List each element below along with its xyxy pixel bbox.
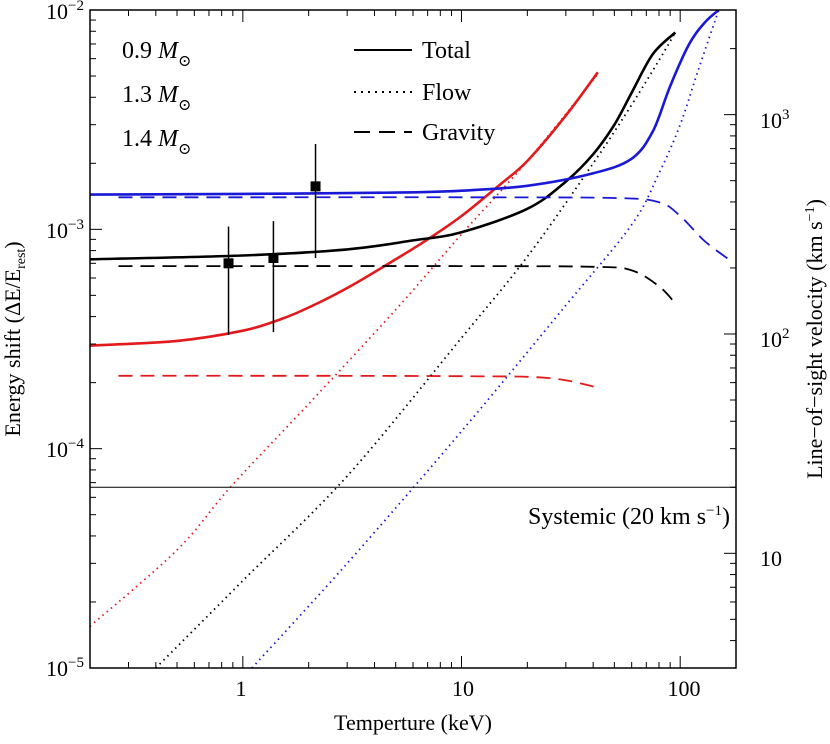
y2tick-label-100: 102 [760, 326, 790, 352]
series-1-3-gravity [118, 265, 676, 304]
legend-label-gravity: Gravity [422, 120, 495, 146]
series-0-9-total [90, 71, 599, 347]
y2-axis-label: Line−of−sight velocity (km s−1) [802, 199, 827, 479]
data-points [223, 143, 321, 335]
legend-mass-1.4: 1.4 M⊙ [122, 126, 191, 158]
series-layer [90, 10, 732, 668]
series-1-3-total [90, 31, 677, 261]
legend-mass-0.9: 0.9 M⊙ [122, 38, 191, 70]
data-point-2 [268, 253, 279, 264]
y2tick-label-10: 10 [760, 546, 782, 571]
series-0-9-flow [90, 73, 599, 627]
xtick-label-10: 10 [452, 676, 474, 701]
ytick-label-1e-3: 10−3 [46, 217, 84, 243]
ytick-label-1e-4: 10−4 [46, 436, 84, 462]
xtick-label-1: 1 [236, 676, 247, 701]
legend-label-total: Total [422, 38, 471, 64]
x-axis-label: Temperture (keV) [334, 710, 492, 735]
systemic-label: Systemic (20 km s−1) [528, 503, 730, 530]
data-point-3 [310, 181, 321, 192]
legend-mass-1.3: 1.3 M⊙ [122, 82, 191, 114]
ytick-label-1e-2: 10−2 [46, 0, 84, 24]
series-1-4-total [90, 10, 720, 196]
legend-label-flow: Flow [422, 80, 472, 106]
y-axis-label: Energy shift (ΔE/Erest) [0, 241, 29, 436]
xtick-label-100: 100 [668, 676, 701, 701]
y2tick-label-1000: 103 [760, 107, 790, 133]
ytick-label-1e-5: 10−5 [46, 655, 84, 681]
data-point-1 [223, 258, 234, 269]
series-0-9-gravity [118, 374, 598, 389]
series-1-4-flow [251, 10, 720, 668]
series-1-3-flow [155, 32, 677, 668]
series-1-4-gravity [118, 196, 732, 262]
axis-ticks [89, 9, 736, 669]
